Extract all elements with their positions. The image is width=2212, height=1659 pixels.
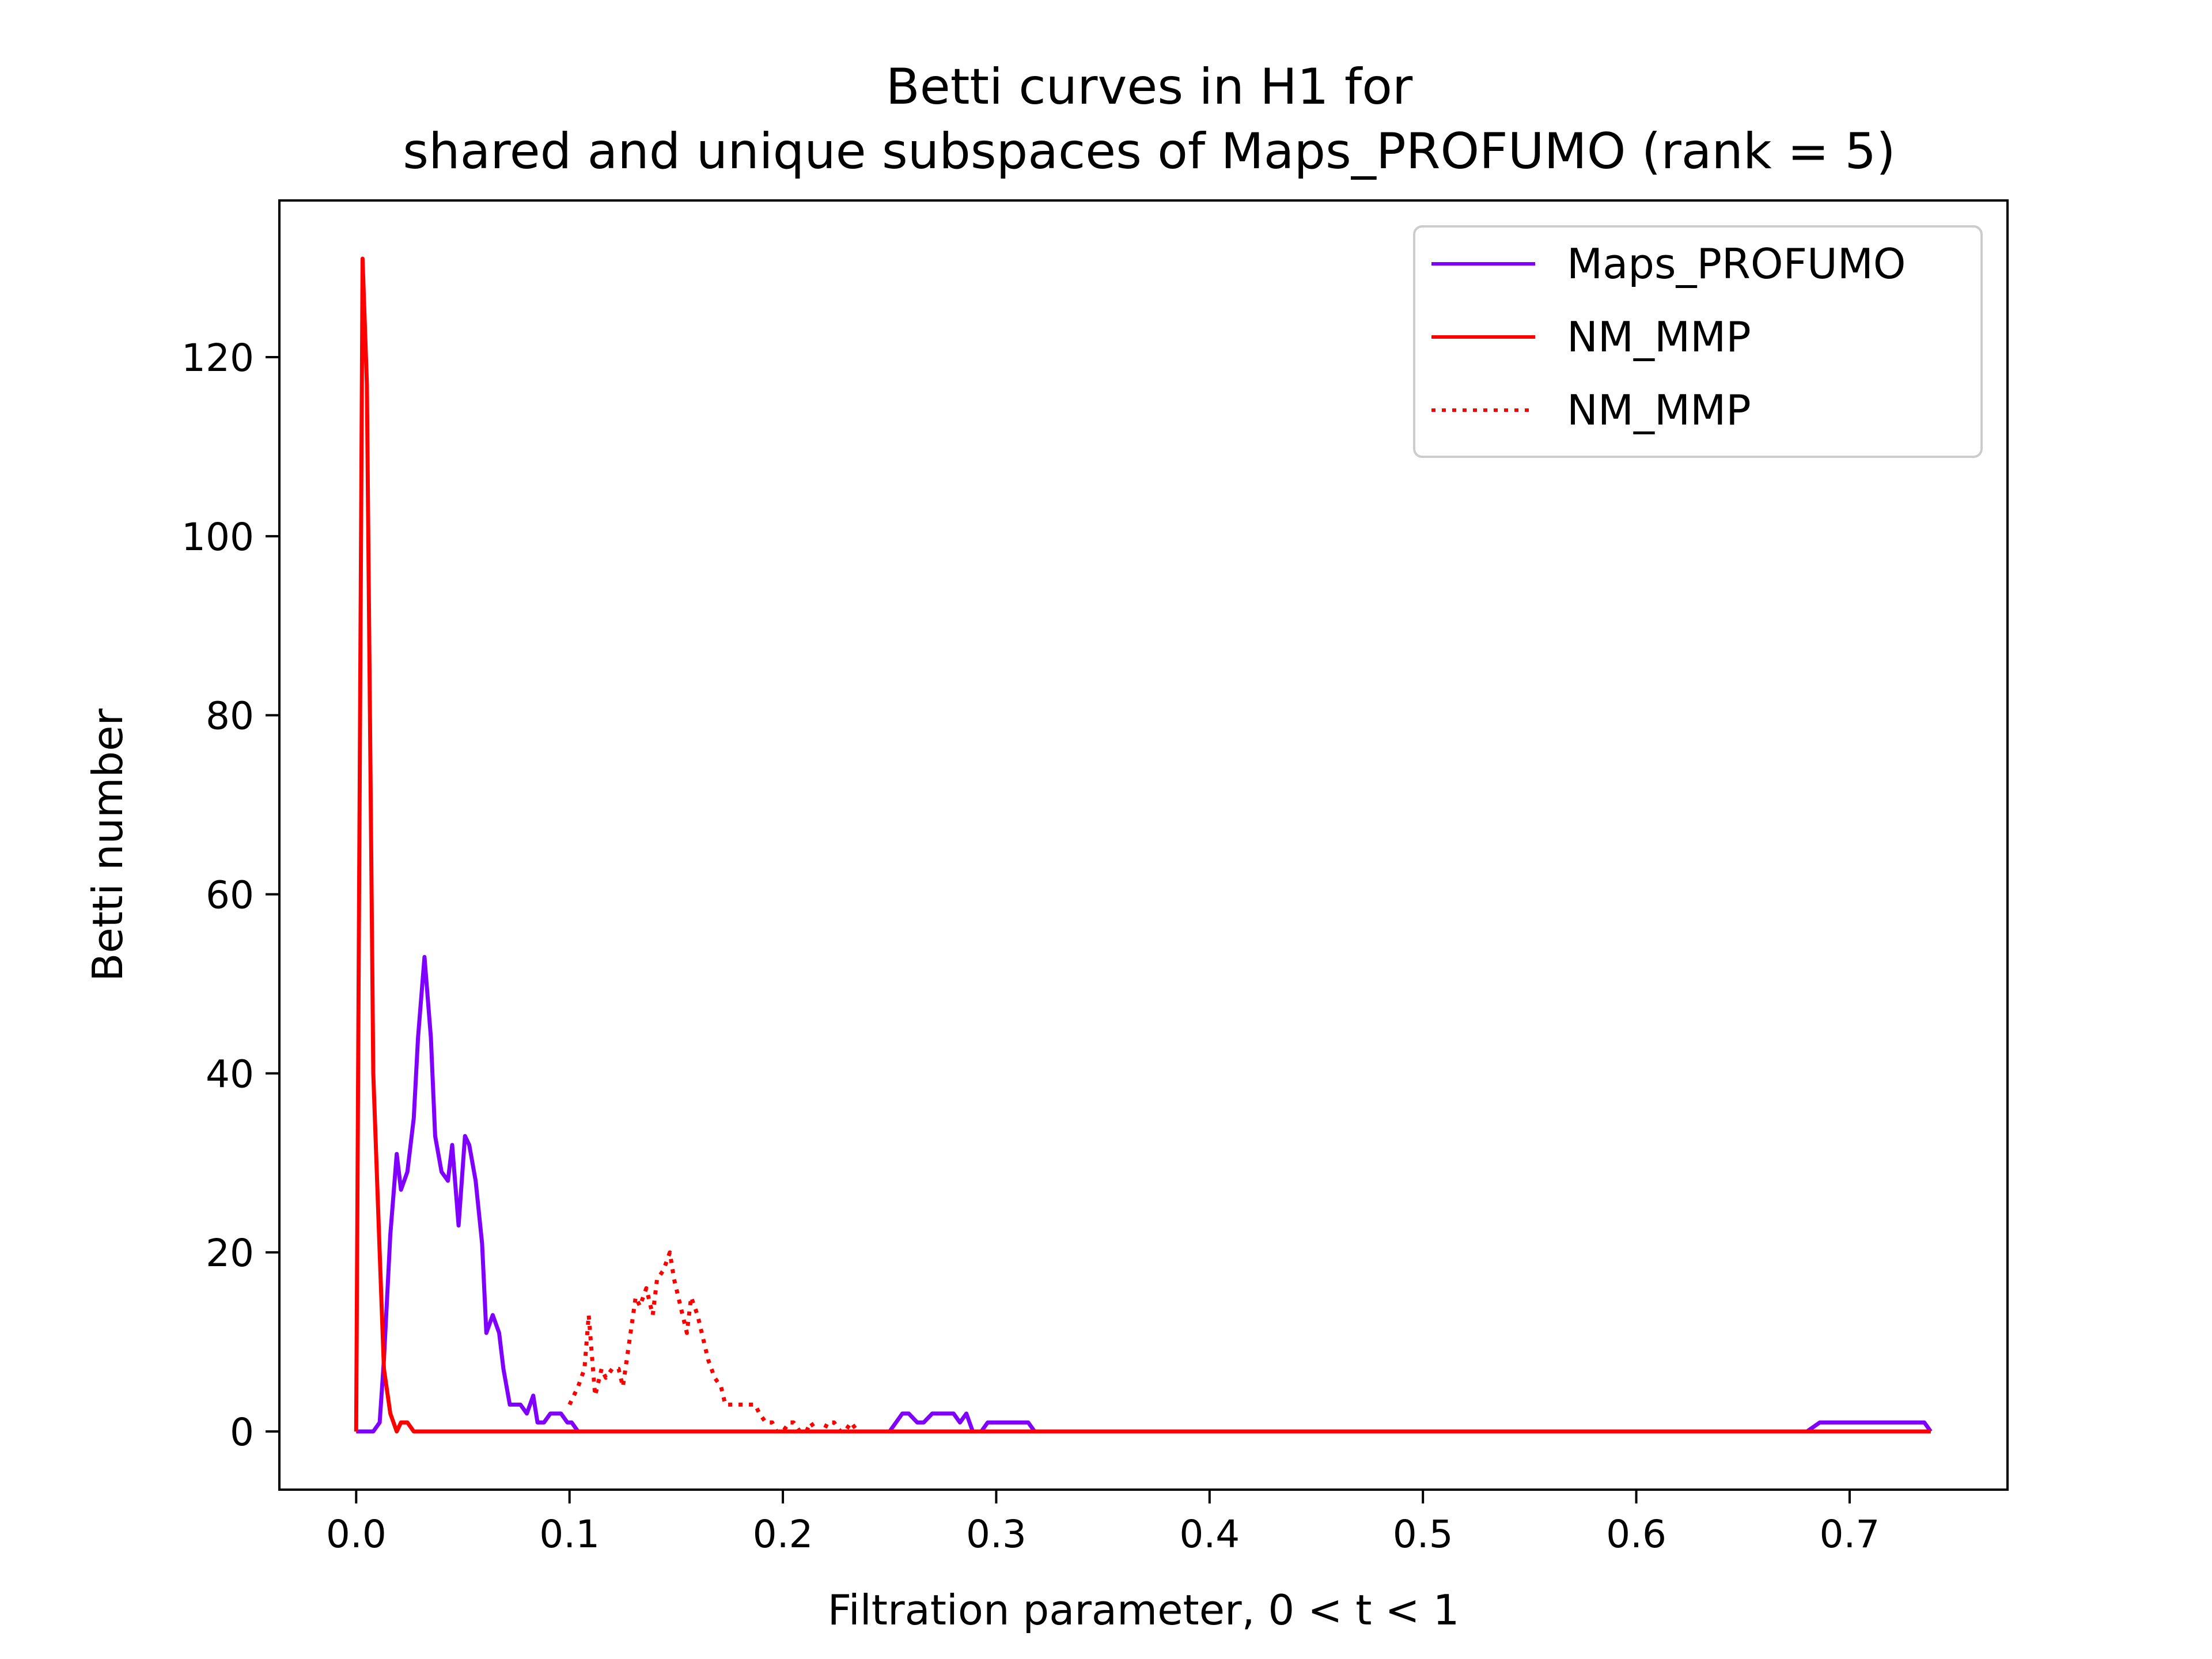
legend-label-nm-mmp-dotted: NM_MMP [1567, 386, 1751, 434]
x-tick-label: 0.4 [1179, 1512, 1240, 1556]
x-axis-ticks: 0.0 0.1 0.2 0.3 0.4 0.5 0.6 0.7 [326, 1490, 1880, 1556]
y-tick-label: 40 [206, 1052, 254, 1096]
x-tick-label: 0.3 [966, 1512, 1027, 1556]
y-tick-label: 0 [230, 1410, 254, 1455]
y-tick-label: 100 [181, 515, 254, 559]
y-axis-ticks: 0 20 40 60 80 100 120 [181, 336, 279, 1455]
series-layer [354, 256, 1933, 1434]
x-axis-label: Filtration parameter, 0 < t < 1 [828, 1586, 1460, 1634]
x-tick-label: 0.0 [326, 1512, 387, 1556]
chart-title-line-2: shared and unique subspaces of Maps_PROF… [403, 123, 1895, 180]
series-line-nm-mmp [354, 256, 1931, 1434]
x-tick-label: 0.1 [539, 1512, 600, 1556]
series-line-maps-profumo [356, 955, 1933, 1434]
plot-frame [278, 199, 2009, 1491]
x-tick-label: 0.5 [1393, 1512, 1453, 1556]
x-tick-label: 0.2 [753, 1512, 813, 1556]
chart-title: Betti curves in H1 for shared and unique… [403, 58, 1895, 180]
y-tick-label: 60 [206, 873, 254, 917]
legend-frame [1413, 225, 1983, 458]
legend-label-nm-mmp-solid: NM_MMP [1567, 313, 1751, 361]
y-tick-label: 80 [206, 694, 254, 738]
series-line-nm-mmp-dotted [567, 1250, 1931, 1434]
x-tick-label: 0.7 [1819, 1512, 1880, 1556]
chart-title-line-1: Betti curves in H1 for [886, 58, 1413, 116]
legend: Maps_PROFUMO NM_MMP NM_MMP [1413, 225, 1983, 458]
legend-label-maps-profumo: Maps_PROFUMO [1567, 240, 1906, 288]
x-tick-label: 0.6 [1606, 1512, 1666, 1556]
y-axis-label: Betti number [84, 709, 132, 982]
y-tick-label: 20 [206, 1231, 254, 1275]
y-tick-label: 120 [181, 336, 254, 380]
